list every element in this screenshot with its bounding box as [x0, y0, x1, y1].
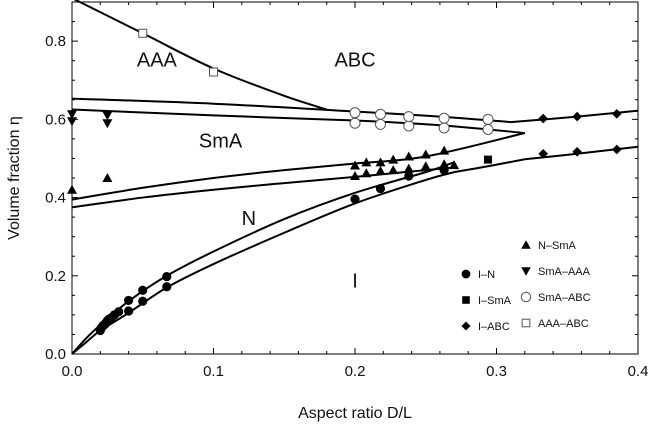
data-point [420, 161, 431, 171]
data-point [162, 271, 172, 282]
data-point [461, 321, 471, 331]
data-point [162, 282, 172, 292]
data-point [350, 194, 360, 204]
data-point [375, 157, 386, 167]
phase-boundary-line [71, 132, 526, 201]
data-point [102, 173, 113, 182]
data-point [374, 108, 386, 120]
data-point [439, 159, 450, 169]
data-point [67, 117, 77, 127]
x-tick-label: 0.1 [203, 363, 224, 380]
legend-label: I–N [478, 269, 495, 281]
data-point [375, 165, 386, 175]
data-point [439, 145, 450, 155]
data-point [350, 171, 360, 181]
legend-label: I–SmA [478, 295, 512, 307]
phase-boundary-line [71, 108, 525, 135]
data-point [124, 306, 134, 316]
data-point [482, 113, 494, 125]
data-point [438, 122, 450, 134]
phase-boundary-line [71, 161, 455, 355]
y-tick-label: 0.6 [45, 111, 66, 128]
data-point [102, 111, 113, 121]
y-tick-label: 0.8 [45, 33, 66, 50]
data-point [462, 296, 470, 304]
data-point [572, 111, 582, 122]
legend-label: N–SmA [538, 240, 577, 252]
data-point [350, 160, 360, 170]
data-point [538, 148, 548, 159]
data-point [403, 111, 415, 123]
data-point [124, 295, 134, 306]
data-point [461, 269, 471, 279]
x-tick-label: 0.3 [486, 363, 507, 380]
y-tick-label: 0.0 [45, 346, 66, 363]
data-point [138, 296, 148, 306]
data-point [349, 107, 361, 119]
data-point [209, 67, 218, 77]
phase-boundary-line [71, 97, 511, 124]
data-point [67, 184, 77, 194]
data-point [361, 157, 372, 167]
data-point [403, 151, 414, 161]
x-tick-label: 0.2 [345, 363, 366, 380]
data-point [138, 285, 148, 295]
data-point [520, 291, 532, 303]
legend-label: SmA–ABC [538, 292, 591, 304]
region-label: SmA [199, 130, 243, 152]
data-point [102, 119, 113, 129]
data-point [521, 240, 531, 249]
region-label: I [352, 271, 358, 293]
legend: I–N I–SmA I–ABC N–SmA SmA–AAA SmA–ABC AAA–ABC [461, 240, 591, 333]
data-point [521, 267, 531, 276]
data-points [67, 28, 622, 336]
phase-boundary-line [73, 0, 328, 111]
phase-boundary-line [71, 171, 455, 355]
y-tick-label: 0.2 [45, 268, 66, 285]
legend-label: AAA–ABC [538, 318, 589, 330]
data-point [572, 146, 582, 157]
legend-label: SmA–AAA [538, 266, 591, 278]
region-label: N [242, 208, 256, 230]
data-point [404, 171, 414, 181]
data-point [388, 165, 399, 175]
data-point [349, 117, 361, 129]
data-point [375, 183, 386, 194]
data-point [611, 109, 622, 119]
data-point [420, 149, 431, 159]
data-point [374, 118, 386, 130]
phase-boundary-line [453, 158, 525, 174]
data-point [361, 168, 372, 178]
data-point [114, 307, 124, 317]
data-point [67, 110, 77, 120]
x-axis-label: Aspect ratio D/L [298, 405, 412, 422]
data-point [538, 113, 548, 124]
region-label: ABC [334, 50, 375, 72]
data-point [521, 318, 531, 328]
data-point [449, 160, 460, 170]
region-labels: AAA ABC SmA N I [137, 50, 376, 293]
x-tick-label: 0.4 [628, 363, 649, 380]
region-label: AAA [137, 50, 178, 72]
y-axis-label: Volume fraction η [6, 116, 23, 240]
data-point [611, 144, 622, 155]
data-point [484, 155, 493, 164]
data-point [388, 154, 399, 164]
data-point [482, 124, 494, 136]
data-point [403, 120, 415, 132]
axis-ticks: 0.0 0.1 0.2 0.3 0.4 0.0 0.2 0.4 0.6 0.8 [45, 2, 648, 380]
legend-label: I–ABC [478, 321, 510, 333]
x-tick-label: 0.0 [62, 363, 83, 380]
y-tick-label: 0.4 [45, 190, 66, 207]
data-point [438, 112, 450, 124]
data-point [403, 163, 414, 173]
data-point [138, 28, 148, 38]
